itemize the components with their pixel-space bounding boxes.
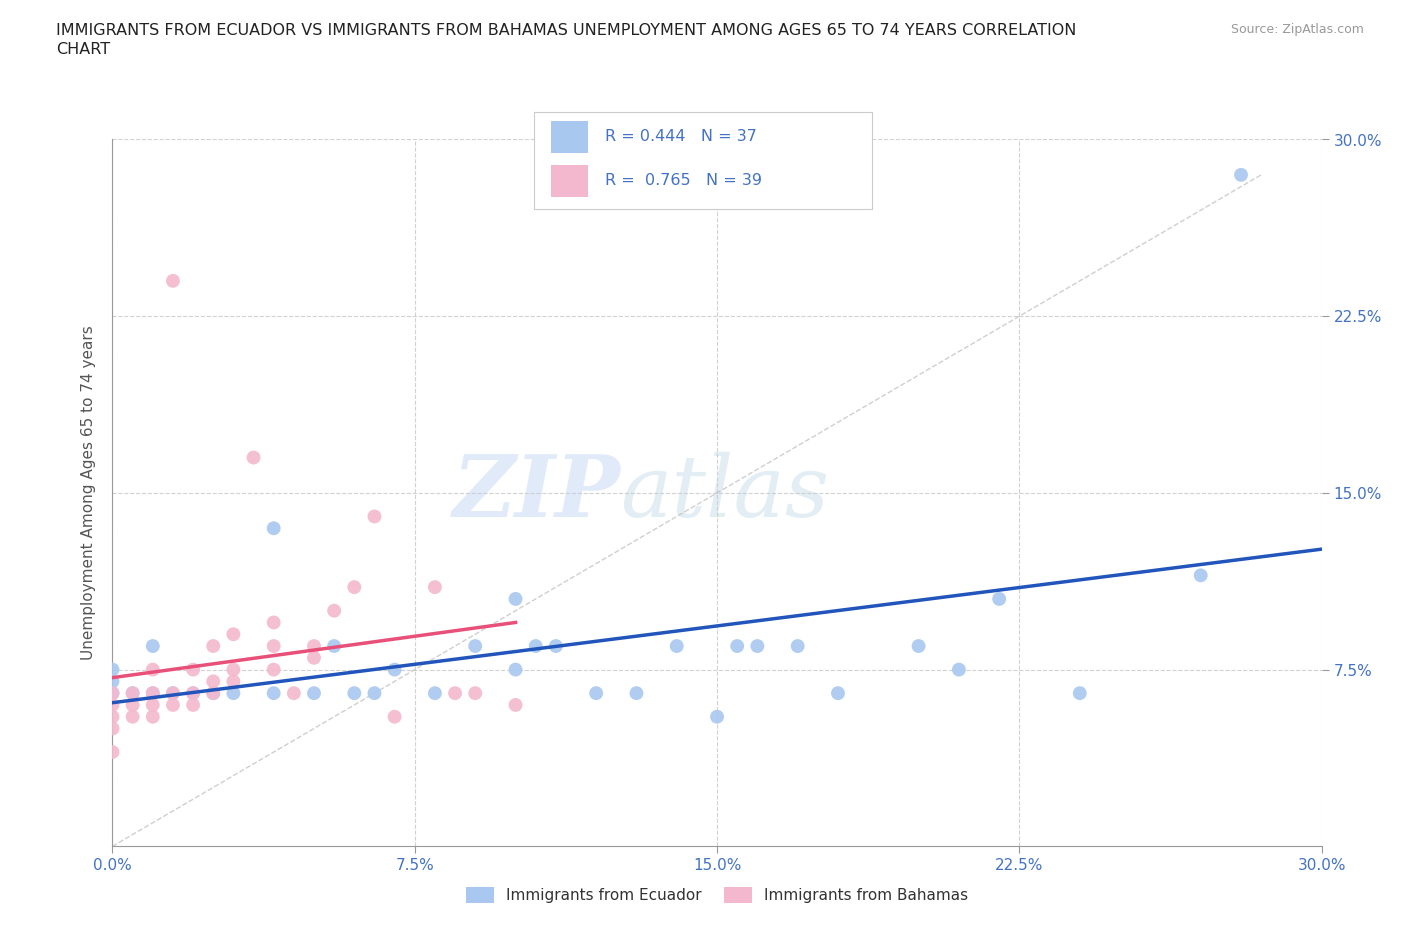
Point: [142, 639, 165, 654]
Point: [242, 450, 264, 465]
Point: [283, 685, 305, 700]
Point: [343, 685, 366, 700]
Text: Source: ZipAtlas.com: Source: ZipAtlas.com: [1230, 23, 1364, 36]
Point: [142, 685, 165, 700]
Point: [142, 710, 165, 724]
Point: [101, 685, 124, 700]
Point: [585, 685, 607, 700]
Point: [263, 521, 285, 536]
Point: [907, 639, 929, 654]
Text: CHART: CHART: [56, 42, 110, 57]
Point: [747, 639, 769, 654]
Point: [665, 639, 688, 654]
Point: [202, 685, 225, 700]
Point: [202, 674, 225, 689]
Point: [142, 698, 165, 712]
Point: [302, 639, 325, 654]
Point: [363, 685, 385, 700]
Point: [626, 685, 648, 700]
Point: [222, 662, 245, 677]
Point: [524, 639, 547, 654]
Point: [101, 745, 124, 760]
Text: ZIP: ZIP: [453, 451, 620, 535]
Text: atlas: atlas: [620, 452, 830, 534]
Point: [263, 685, 285, 700]
Point: [162, 698, 184, 712]
Legend: Immigrants from Ecuador, Immigrants from Bahamas: Immigrants from Ecuador, Immigrants from…: [460, 881, 974, 910]
Point: [343, 579, 366, 594]
Text: R = 0.444   N = 37: R = 0.444 N = 37: [605, 129, 756, 144]
Point: [101, 721, 124, 736]
Point: [101, 674, 124, 689]
Point: [544, 639, 567, 654]
Point: [384, 662, 406, 677]
Point: [222, 627, 245, 642]
Point: [948, 662, 970, 677]
Point: [101, 685, 124, 700]
Point: [142, 685, 165, 700]
Point: [181, 685, 204, 700]
Point: [786, 639, 808, 654]
Point: [162, 685, 184, 700]
Point: [444, 685, 467, 700]
Point: [101, 662, 124, 677]
Point: [202, 639, 225, 654]
Point: [121, 685, 143, 700]
Point: [302, 650, 325, 665]
Point: [464, 639, 486, 654]
Point: [384, 710, 406, 724]
Point: [263, 615, 285, 630]
Point: [827, 685, 849, 700]
Point: [1230, 167, 1253, 182]
Point: [263, 662, 285, 677]
Point: [101, 698, 124, 712]
Text: IMMIGRANTS FROM ECUADOR VS IMMIGRANTS FROM BAHAMAS UNEMPLOYMENT AMONG AGES 65 TO: IMMIGRANTS FROM ECUADOR VS IMMIGRANTS FR…: [56, 23, 1077, 38]
Point: [1069, 685, 1091, 700]
Point: [101, 710, 124, 724]
Point: [423, 579, 446, 594]
Point: [222, 674, 245, 689]
Point: [202, 685, 225, 700]
FancyBboxPatch shape: [551, 122, 588, 153]
Point: [423, 685, 446, 700]
Point: [181, 698, 204, 712]
Point: [706, 710, 728, 724]
Point: [988, 591, 1011, 606]
Point: [505, 591, 527, 606]
Y-axis label: Unemployment Among Ages 65 to 74 years: Unemployment Among Ages 65 to 74 years: [80, 326, 96, 660]
Point: [464, 685, 486, 700]
Point: [121, 698, 143, 712]
Point: [222, 685, 245, 700]
Point: [142, 662, 165, 677]
Point: [263, 639, 285, 654]
Point: [181, 685, 204, 700]
Point: [162, 685, 184, 700]
Text: R =  0.765   N = 39: R = 0.765 N = 39: [605, 173, 762, 189]
Point: [302, 685, 325, 700]
Point: [323, 604, 346, 618]
Point: [505, 662, 527, 677]
Point: [162, 273, 184, 288]
Point: [725, 639, 748, 654]
Point: [505, 698, 527, 712]
Point: [121, 710, 143, 724]
Point: [181, 662, 204, 677]
Point: [323, 639, 346, 654]
FancyBboxPatch shape: [551, 166, 588, 196]
Point: [121, 685, 143, 700]
Point: [363, 509, 385, 524]
Point: [1189, 568, 1212, 583]
